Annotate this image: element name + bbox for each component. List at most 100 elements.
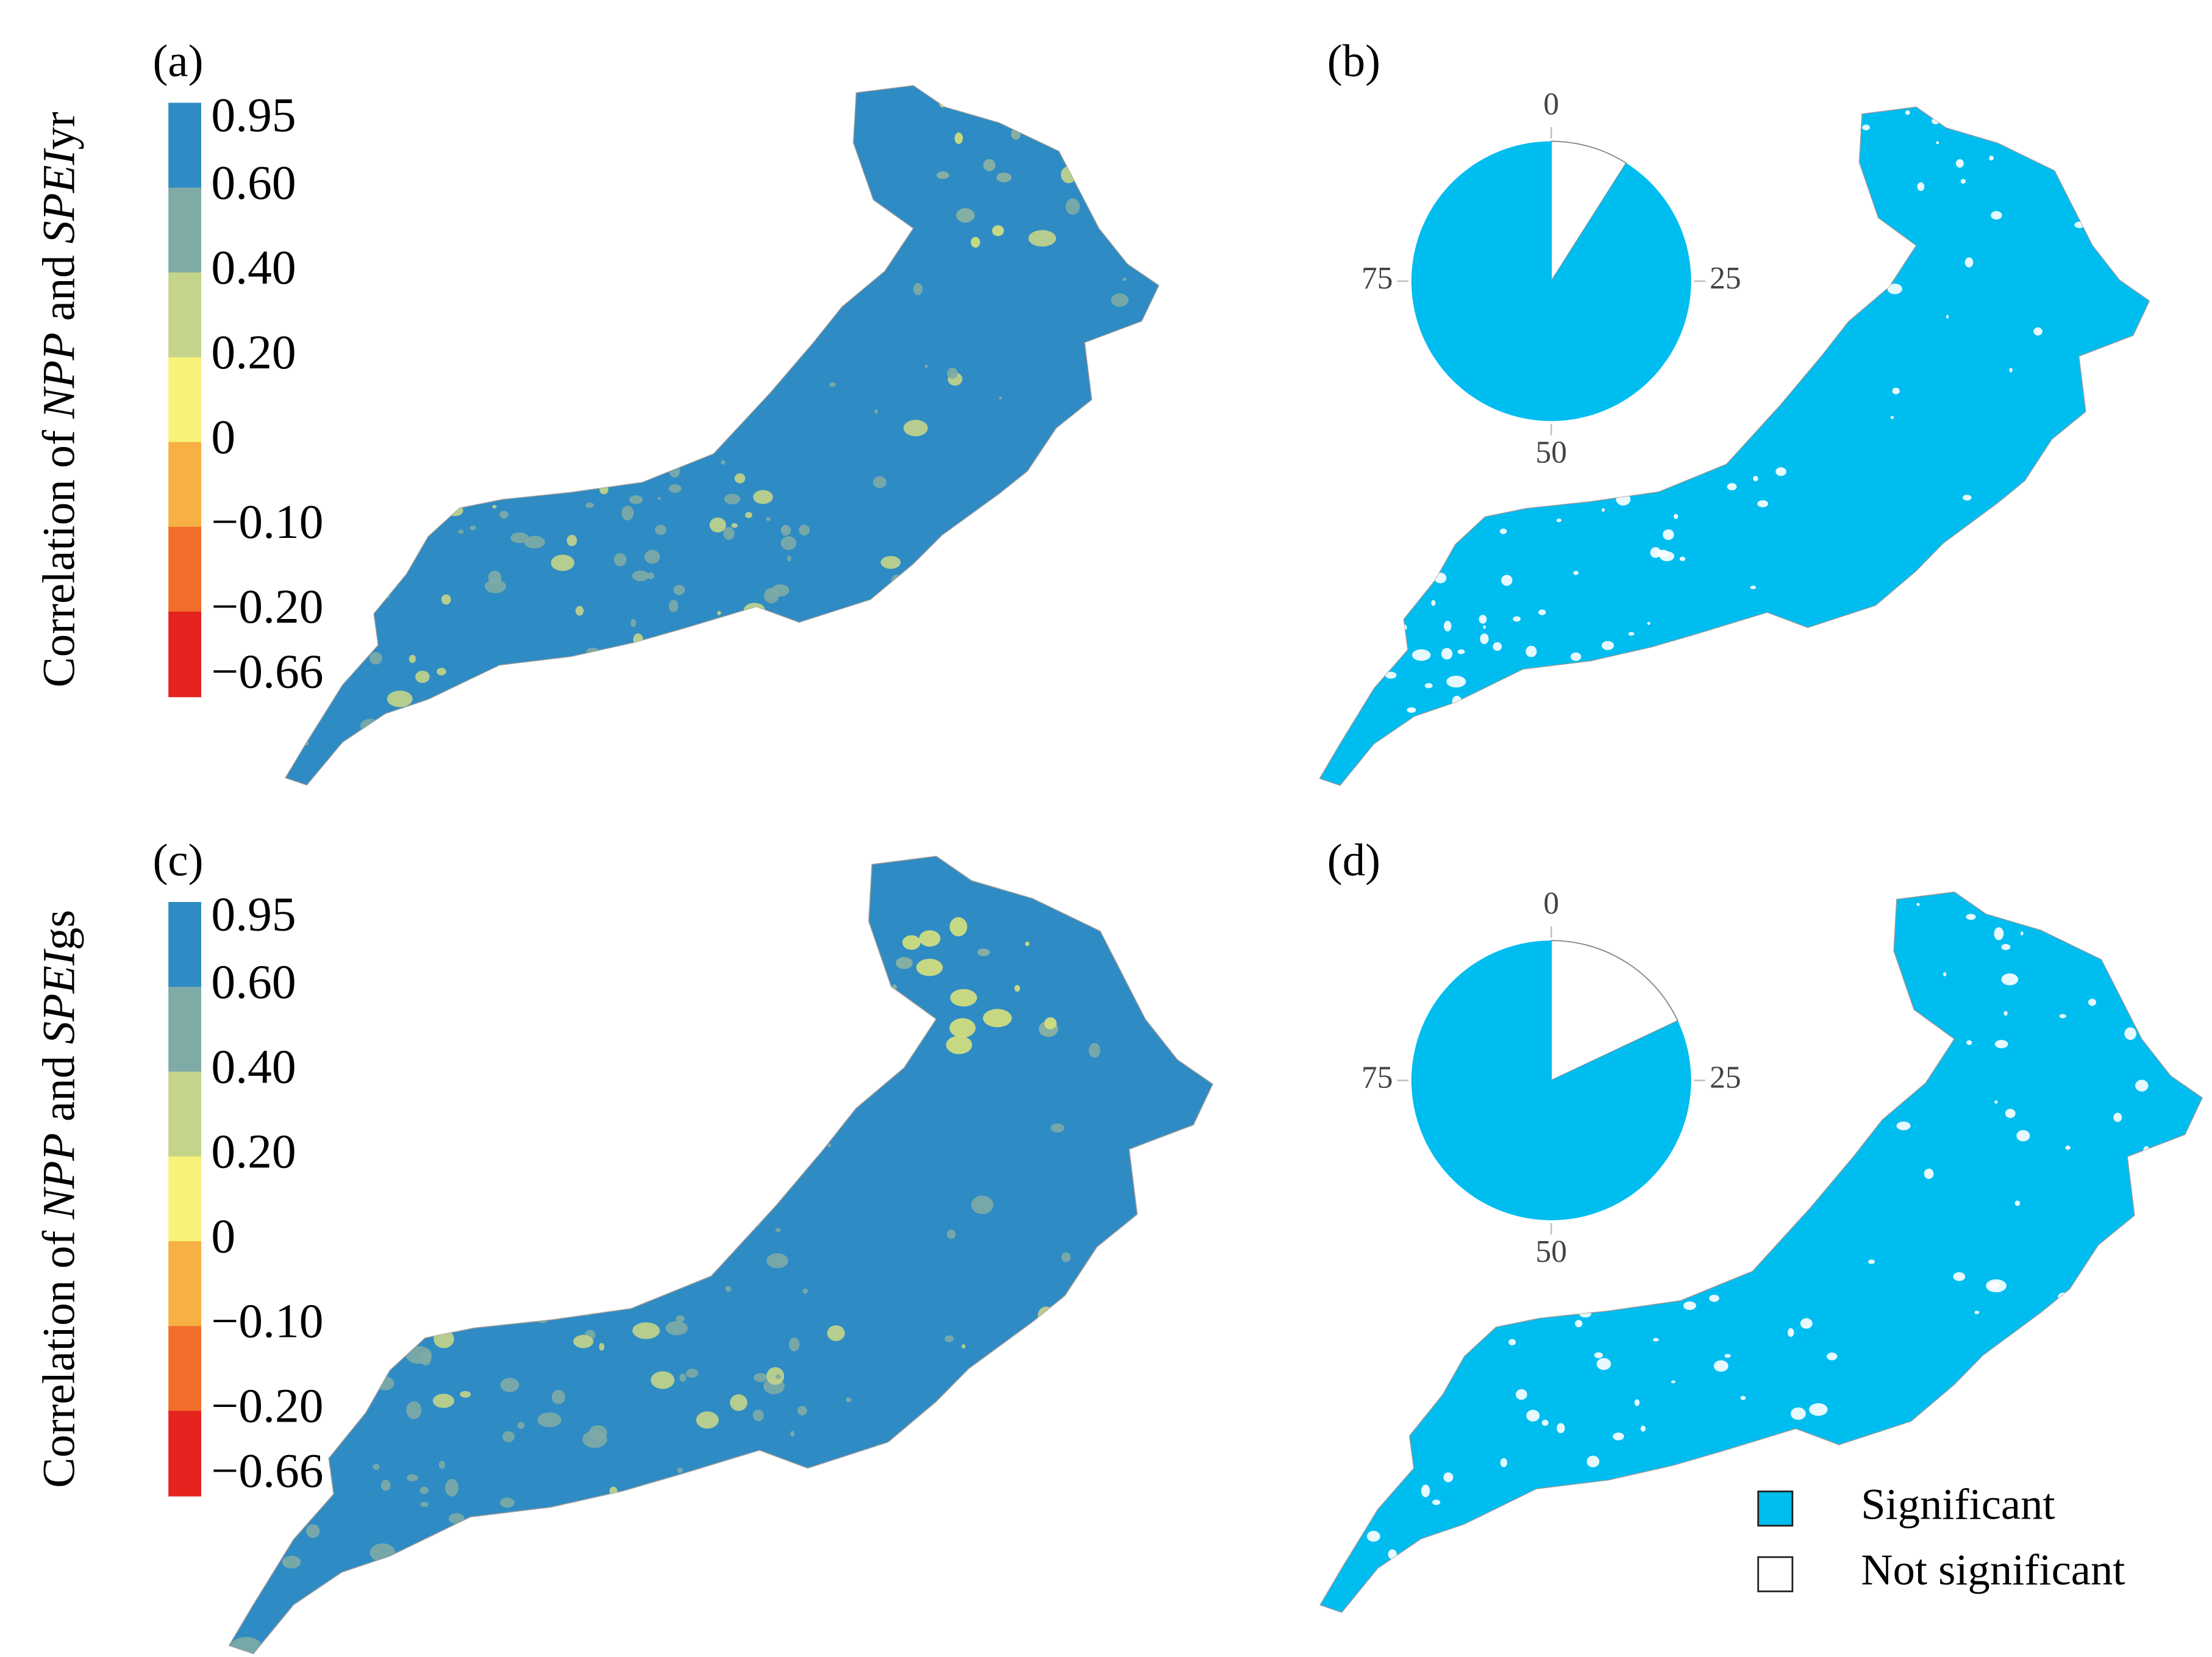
map-patch <box>1454 1545 1458 1551</box>
map-patch <box>419 1486 429 1494</box>
map-patch <box>1501 574 1513 586</box>
map-patch <box>1014 985 1021 992</box>
map-patch <box>613 1070 627 1087</box>
map-patch <box>718 1031 732 1043</box>
map-patch <box>415 670 430 683</box>
map-patch <box>496 492 505 500</box>
pie-slice <box>1411 940 1691 1220</box>
map-patch <box>338 505 350 521</box>
colorbar-label: −0.20 <box>211 1380 323 1433</box>
map-patch <box>936 88 958 103</box>
map-patch <box>303 159 313 166</box>
map-patch <box>1443 1472 1454 1483</box>
map-patch <box>858 1599 871 1608</box>
map-patch <box>1118 335 1135 345</box>
map-patch <box>1725 704 1733 714</box>
map-patch <box>463 1571 491 1591</box>
map-patch <box>590 1537 605 1549</box>
map-patch <box>1088 1043 1101 1058</box>
map-patch <box>1659 708 1672 717</box>
map-patch <box>1382 1442 1389 1447</box>
map-patch <box>901 636 908 641</box>
colorbar-label: 0.95 <box>211 88 296 142</box>
map-patch <box>1964 257 1974 268</box>
map-patch <box>1936 141 1939 145</box>
map-patch <box>1537 700 1549 710</box>
map-patch <box>1008 520 1015 526</box>
map-patch <box>824 646 846 662</box>
map-patch <box>1334 1470 1345 1478</box>
map-patch <box>525 770 535 776</box>
map-patch <box>430 234 444 243</box>
map-patch <box>1432 1276 1441 1283</box>
map-patch <box>1671 984 1686 994</box>
map-patch <box>678 659 697 676</box>
map-patch <box>1619 1578 1625 1582</box>
map-patch <box>992 225 1004 237</box>
map-patch <box>793 635 812 647</box>
map-patch <box>582 1586 597 1605</box>
map-patch <box>403 757 408 762</box>
map-patch <box>2003 548 2007 553</box>
map-patch <box>427 751 441 765</box>
map-patch <box>630 618 637 628</box>
map-patch <box>651 1371 675 1389</box>
map-patch <box>855 201 861 208</box>
map-patch <box>745 1526 758 1542</box>
map-patch <box>1845 213 1853 224</box>
map-patch <box>630 1540 640 1548</box>
map-patch <box>786 1553 791 1559</box>
map-patch <box>1843 208 1857 217</box>
map-patch <box>1383 429 1387 433</box>
map-patch <box>668 484 682 493</box>
map-patch <box>335 1390 344 1400</box>
map-patch <box>1412 649 1431 661</box>
map-patch <box>668 599 679 612</box>
content: (a)Correlation of NPP and SPEIyr 0.950.60… <box>34 36 2125 1594</box>
map-patch <box>1118 121 1129 129</box>
map-patch <box>412 860 416 865</box>
map-patch <box>558 1003 579 1018</box>
map-patch <box>588 1425 607 1440</box>
map-patch <box>229 1018 251 1038</box>
map-patch <box>441 594 451 605</box>
map-patch <box>431 1597 454 1612</box>
map-patch <box>775 1499 791 1512</box>
map-patch <box>1388 129 1399 139</box>
map-patch <box>1790 199 1802 209</box>
map-patch <box>615 1494 633 1506</box>
panel-label: (d) <box>1327 835 1380 886</box>
map-patch <box>764 617 779 634</box>
map-patch <box>330 525 344 535</box>
map-patch <box>379 522 384 526</box>
map-patch <box>236 1440 242 1444</box>
map-patch <box>2009 368 2013 373</box>
map-patch <box>321 1058 336 1072</box>
map-patch <box>655 524 666 535</box>
map-patch <box>650 102 663 116</box>
map-patch <box>1761 762 1774 774</box>
map-patch <box>667 760 676 770</box>
map-patch <box>416 704 424 710</box>
map-patch <box>408 1308 412 1312</box>
map-patch <box>2003 1011 2008 1016</box>
pie-tick-label: 75 <box>1361 261 1393 296</box>
map-patch <box>465 269 483 283</box>
map-patch <box>1609 1519 1619 1525</box>
map-patch <box>1516 1389 1527 1400</box>
map-patch <box>1135 332 1147 340</box>
map-patch <box>744 1583 752 1592</box>
map-patch <box>1461 496 1474 505</box>
map-patch <box>2160 1160 2164 1165</box>
map-patch <box>618 429 623 434</box>
map-patch <box>599 484 608 495</box>
map-patch <box>1676 1488 1693 1500</box>
map-patch <box>962 1344 966 1348</box>
map-patch <box>1562 478 1573 490</box>
map-patch <box>1386 775 1399 786</box>
map-patch <box>721 460 726 465</box>
map-patch <box>1740 1395 1746 1400</box>
map-patch <box>1824 1494 1832 1499</box>
map-patch <box>1657 549 1669 558</box>
map-patch <box>766 1367 785 1385</box>
